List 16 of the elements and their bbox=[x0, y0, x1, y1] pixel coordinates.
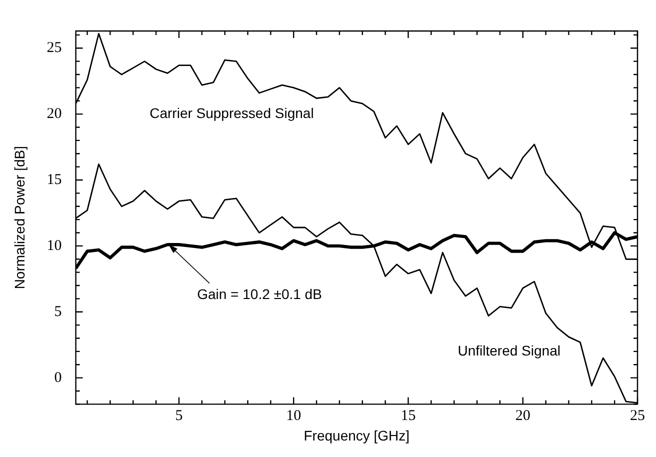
series-label: Unfiltered Signal bbox=[458, 342, 560, 358]
x-tick-label: 20 bbox=[515, 408, 530, 424]
x-tick-label: 15 bbox=[400, 408, 416, 424]
y-tick-label: 0 bbox=[54, 370, 62, 386]
series-label: Carrier Suppressed Signal bbox=[150, 104, 314, 121]
y-tick-label: 25 bbox=[46, 40, 62, 56]
x-tick-label: 25 bbox=[630, 408, 645, 424]
y-tick-label: 20 bbox=[46, 106, 62, 122]
y-tick-label: 10 bbox=[46, 238, 62, 254]
y-tick-label: 5 bbox=[54, 304, 62, 320]
y-axis-title: Normalized Power [dB] bbox=[11, 146, 28, 290]
x-axis-title: Frequency [GHz] bbox=[304, 427, 410, 444]
annotation: Gain = 10.2 ±0.1 dB bbox=[197, 286, 322, 302]
y-tick-label: 15 bbox=[46, 172, 62, 188]
x-tick-label: 5 bbox=[175, 408, 183, 424]
x-tick-label: 10 bbox=[286, 408, 302, 424]
